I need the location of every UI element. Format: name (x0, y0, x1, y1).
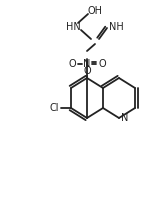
Text: OH: OH (88, 6, 102, 16)
Text: Cl: Cl (49, 103, 59, 113)
Text: O: O (98, 59, 106, 69)
Text: O: O (68, 59, 76, 69)
Text: O: O (83, 66, 91, 76)
Text: N: N (83, 59, 91, 69)
Text: N: N (121, 113, 129, 123)
Text: NH: NH (109, 22, 123, 32)
Text: HN: HN (66, 22, 80, 32)
